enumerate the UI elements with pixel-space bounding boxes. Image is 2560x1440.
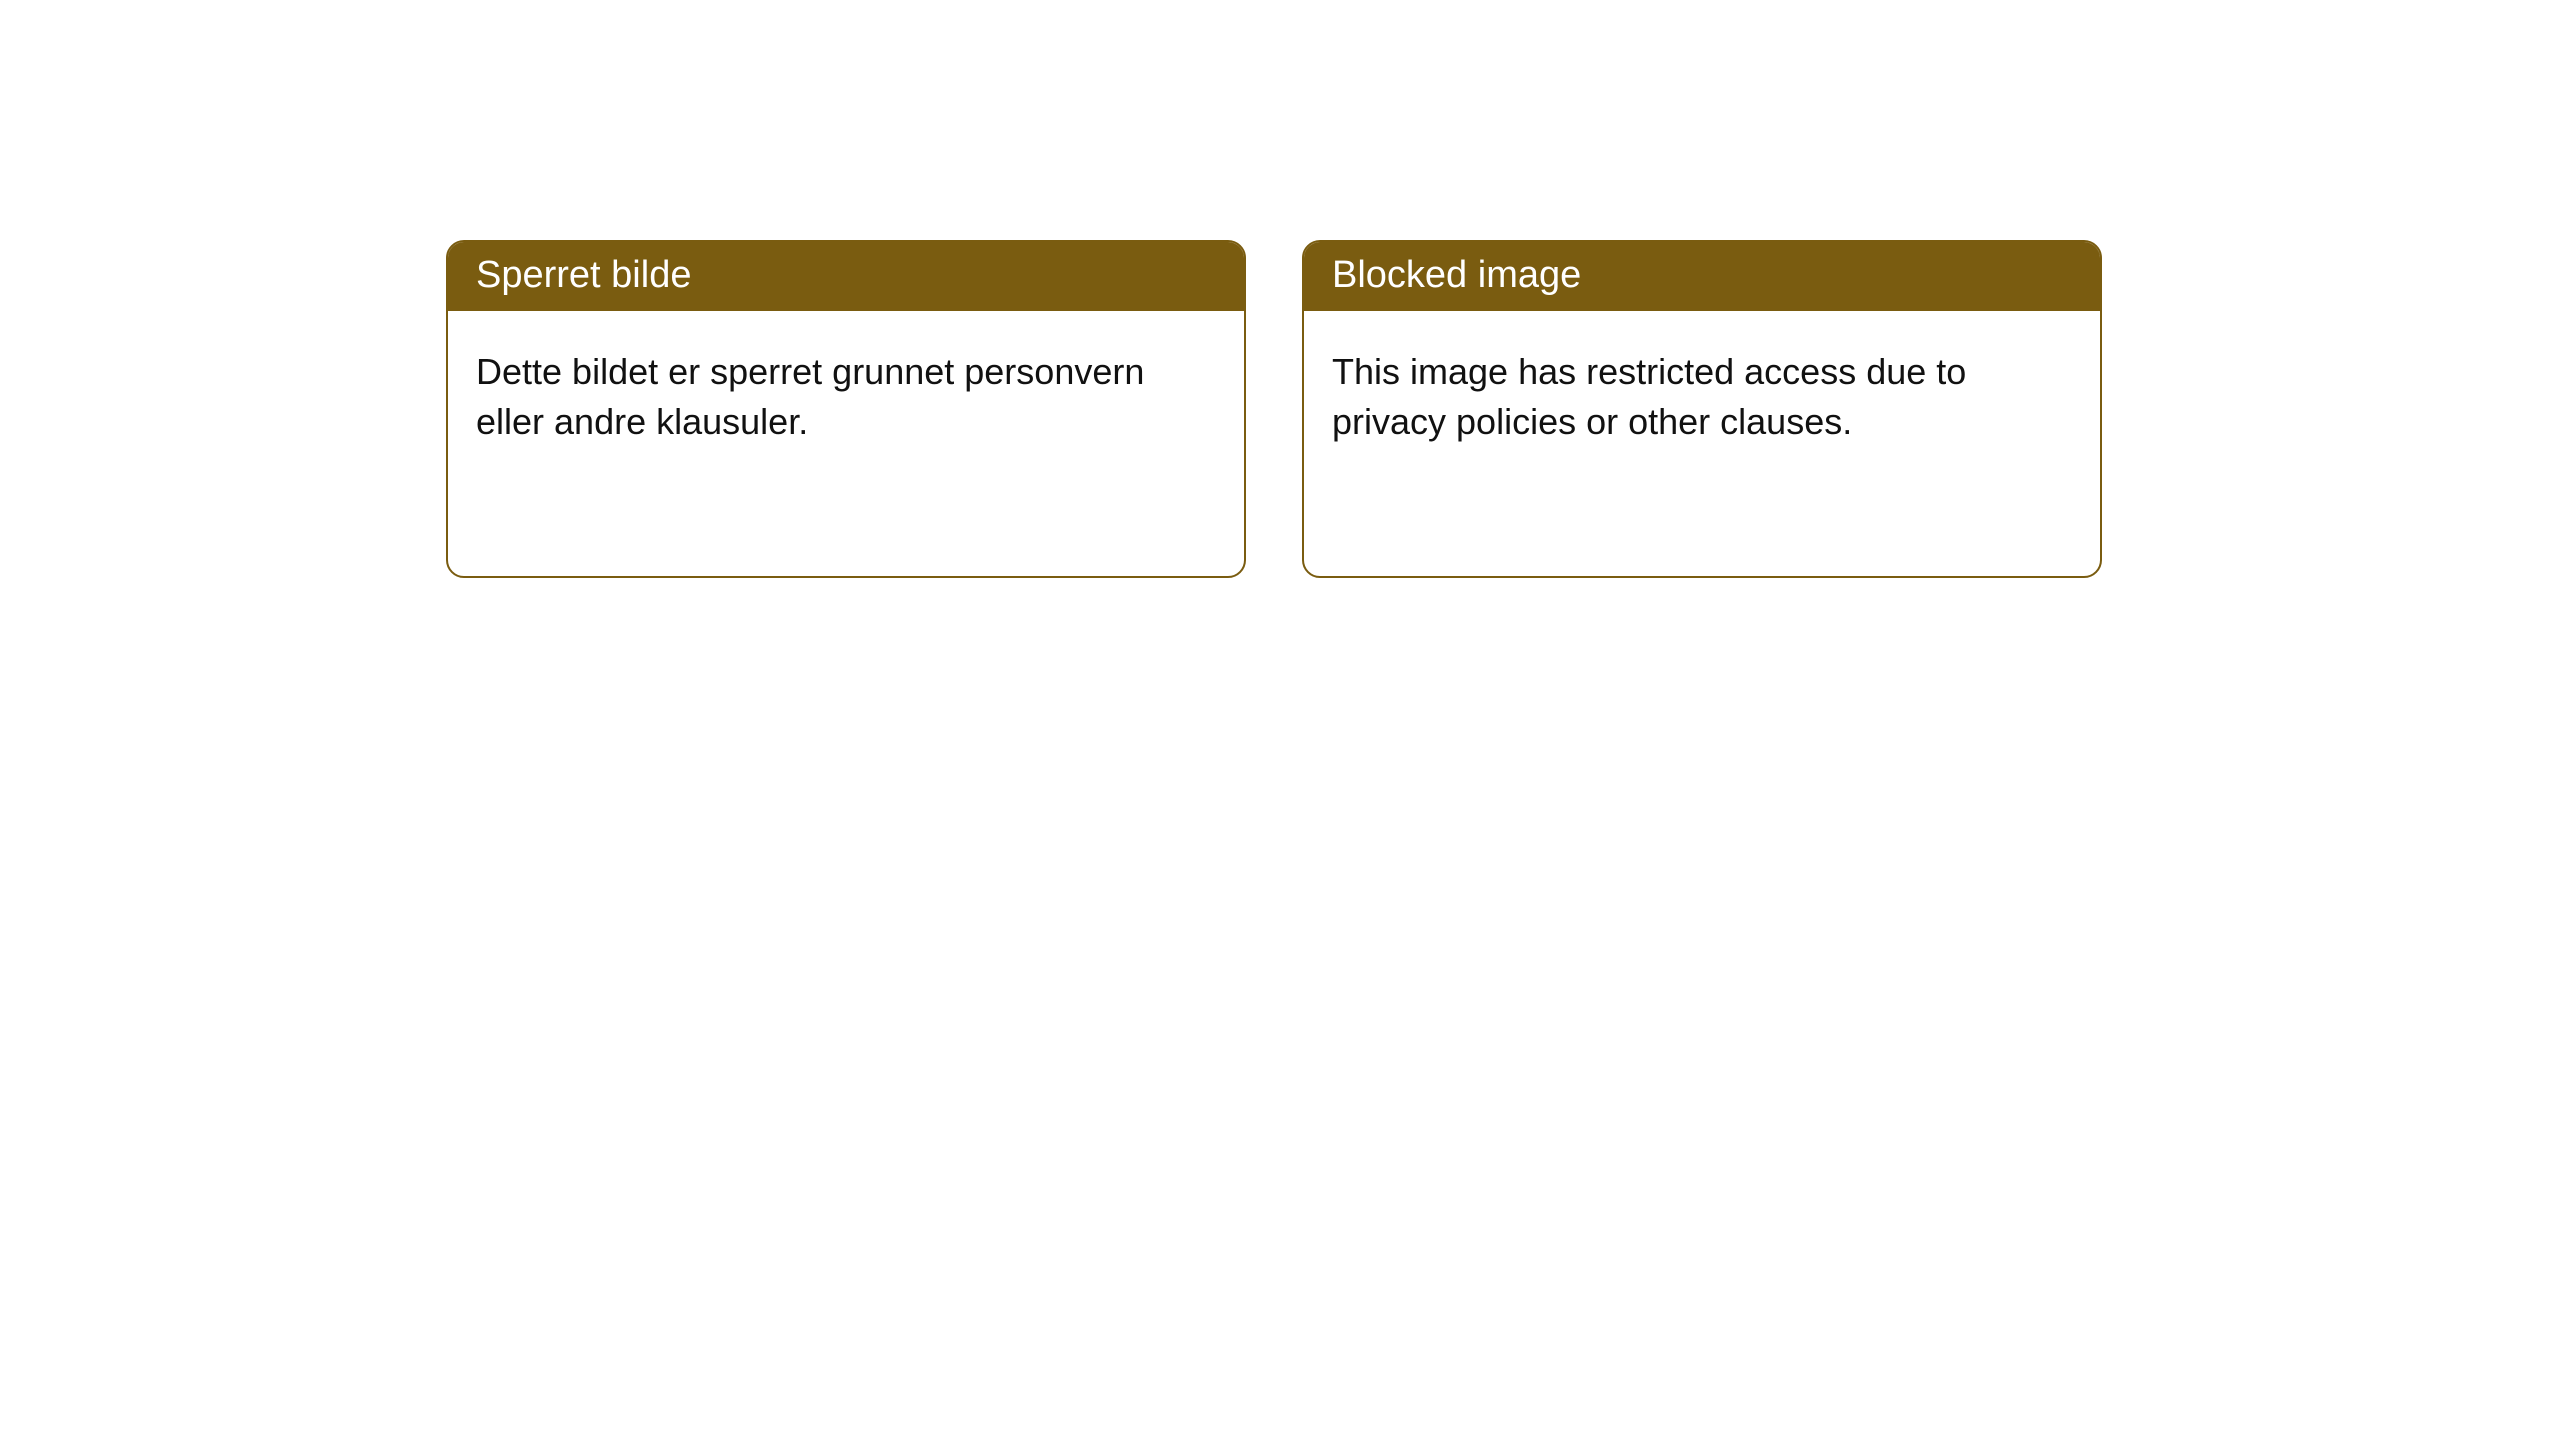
card-title: Blocked image — [1332, 254, 1581, 296]
card-header: Blocked image — [1304, 242, 2100, 311]
card-body-text: This image has restricted access due to … — [1332, 351, 1966, 442]
notice-cards-container: Sperret bilde Dette bildet er sperret gr… — [0, 0, 2560, 578]
card-body-text: Dette bildet er sperret grunnet personve… — [476, 351, 1144, 442]
notice-card-norwegian: Sperret bilde Dette bildet er sperret gr… — [446, 240, 1246, 578]
card-header: Sperret bilde — [448, 242, 1244, 311]
card-body: Dette bildet er sperret grunnet personve… — [448, 311, 1244, 476]
card-title: Sperret bilde — [476, 254, 691, 296]
notice-card-english: Blocked image This image has restricted … — [1302, 240, 2102, 578]
card-body: This image has restricted access due to … — [1304, 311, 2100, 476]
